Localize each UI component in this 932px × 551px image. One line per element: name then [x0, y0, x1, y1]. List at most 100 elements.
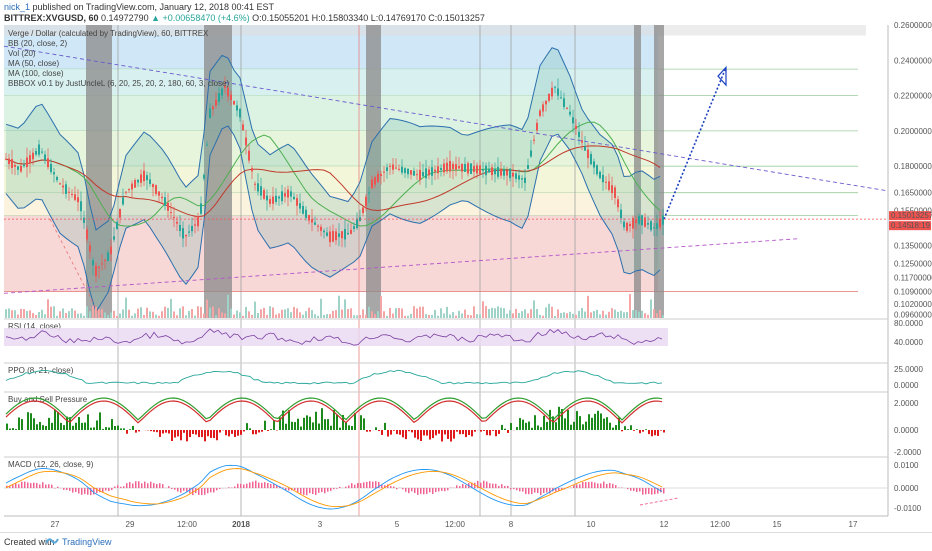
volume-bar	[596, 310, 598, 318]
candle-body	[227, 88, 229, 97]
pressure-bar	[414, 430, 416, 438]
macd-histogram-bar	[45, 485, 47, 488]
volume-bar	[389, 308, 391, 318]
candle-body	[413, 171, 415, 176]
pressure-bar	[258, 430, 260, 432]
pressure-bar	[654, 430, 656, 435]
pressure-bar	[132, 426, 134, 430]
volume-bar	[302, 315, 304, 318]
candle-body	[659, 219, 661, 228]
pressure-bar	[543, 416, 545, 430]
pressure-bar	[237, 430, 239, 436]
macd-histogram-bar	[663, 488, 665, 493]
volume-bar	[605, 315, 607, 318]
candle-body	[197, 217, 199, 226]
candle-body	[440, 168, 442, 170]
volume-bar	[518, 313, 520, 318]
macd-histogram-bar	[432, 488, 434, 494]
pressure-bar	[18, 417, 20, 430]
volume-bar	[362, 309, 364, 318]
pressure-bar	[198, 430, 200, 437]
volume-bar	[161, 311, 163, 318]
candle-body	[260, 186, 262, 195]
volume-bar	[65, 313, 67, 318]
pressure-bar	[249, 428, 251, 430]
volume-bar	[200, 307, 202, 318]
macd-histogram-bar	[498, 486, 500, 488]
volume-bar	[413, 306, 415, 318]
volume-bar	[209, 308, 211, 318]
macd-histogram-bar	[366, 482, 368, 488]
pressure-bar	[156, 430, 158, 432]
volume-bar	[644, 313, 646, 318]
macd-histogram-bar	[339, 487, 341, 488]
macd-histogram-bar	[75, 488, 77, 492]
volume-bar	[482, 301, 484, 318]
macd-histogram-bar	[528, 488, 530, 494]
pressure-bar	[402, 430, 404, 437]
pressure-bar	[78, 417, 80, 430]
pressure-bar	[324, 419, 326, 430]
volume-bar	[395, 308, 397, 318]
candle-body	[632, 218, 634, 229]
pressure-bar	[573, 422, 575, 430]
macd-histogram-bar	[627, 488, 629, 489]
candle-body	[305, 210, 307, 218]
volume-bar	[419, 307, 421, 318]
pressure-bar	[597, 411, 599, 430]
volume-bar	[569, 312, 571, 318]
candle-body	[563, 98, 565, 107]
volume-bar	[212, 307, 214, 318]
macd-histogram-bar	[237, 484, 239, 488]
volume-bar	[32, 313, 34, 318]
volume-bar	[155, 315, 157, 318]
pressure-bar	[633, 430, 635, 431]
candle-body	[608, 181, 610, 190]
macd-histogram-bar	[423, 488, 425, 494]
bsp-tick-0: 2.0000	[894, 399, 919, 408]
volume-bar	[443, 313, 445, 318]
volume-bar	[203, 313, 205, 318]
volume-bar	[194, 316, 196, 318]
candle-body	[500, 169, 502, 176]
candle-body	[335, 231, 337, 240]
volume-bar	[134, 313, 136, 318]
macd-histogram-bar	[648, 488, 650, 494]
macd-histogram-bar	[369, 481, 371, 488]
candle-body	[362, 208, 364, 213]
candle-body	[410, 170, 412, 175]
pressure-bar	[417, 430, 419, 439]
macd-histogram-bar	[159, 483, 161, 488]
macd-histogram-bar	[213, 488, 215, 492]
volume-bar	[113, 311, 115, 318]
volume-bar	[611, 308, 613, 318]
macd-histogram-bar	[162, 484, 164, 488]
candle-body	[11, 159, 13, 168]
candle-body	[485, 166, 487, 176]
pressure-bar	[438, 430, 440, 434]
chart-canvas[interactable]: Verge / Dollar (calculated by TradingVie…	[0, 0, 932, 532]
candle-body	[302, 206, 304, 214]
pressure-bar	[81, 423, 83, 430]
macd-histogram-bar	[405, 488, 407, 492]
macd-histogram-bar	[345, 487, 347, 488]
macd-histogram-bar	[480, 483, 482, 488]
candle-body	[434, 170, 436, 172]
pressure-bar	[480, 430, 482, 432]
volume-bar	[98, 309, 100, 318]
pressure-bar	[30, 413, 32, 430]
volume-bar	[653, 309, 655, 318]
volume-bar	[338, 296, 340, 318]
macd-histogram-bar	[123, 486, 125, 488]
candle-body	[308, 215, 310, 220]
candle-body	[317, 226, 319, 227]
candle-body	[146, 175, 148, 180]
pressure-bar	[570, 425, 572, 430]
pressure-bar	[588, 414, 590, 430]
candle-body	[467, 163, 469, 173]
tradingview-brand[interactable]: TradingView	[62, 537, 112, 547]
candle-body	[41, 152, 43, 153]
